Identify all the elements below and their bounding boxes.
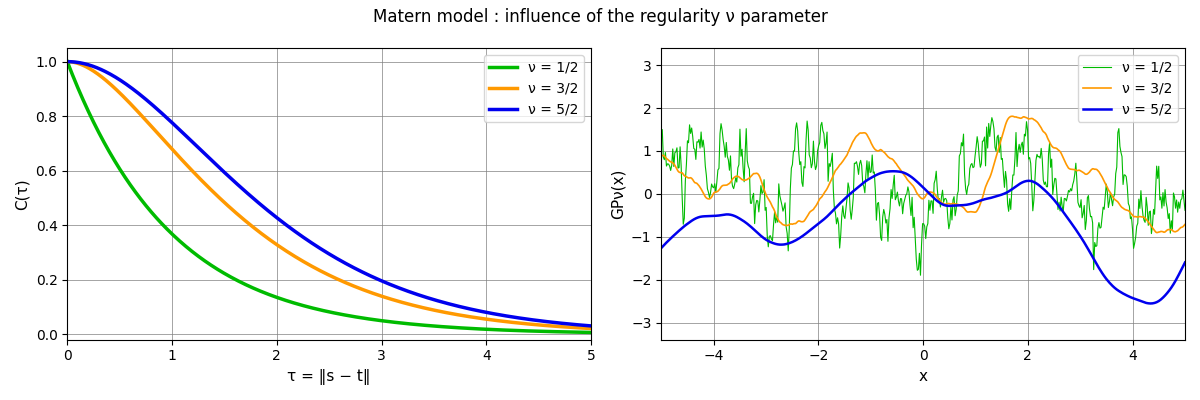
Legend: ν = 1/2, ν = 3/2, ν = 5/2: ν = 1/2, ν = 3/2, ν = 5/2 xyxy=(484,55,584,122)
ν = 1/2 xyxy=(902,202,917,207)
Y-axis label: GPν(x): GPν(x) xyxy=(611,169,625,219)
ν = 5/2 xyxy=(886,169,900,174)
ν = 3/2 xyxy=(584,326,599,331)
ν = 5/2 xyxy=(1085,253,1099,258)
ν = 1/2 xyxy=(372,318,386,323)
ν = 1/2 xyxy=(985,115,1000,120)
ν = 5/2 xyxy=(343,264,358,268)
ν = 1/2 xyxy=(1168,194,1182,199)
ν = 1/2 xyxy=(308,306,323,311)
ν = 1/2 xyxy=(913,273,928,278)
ν = 1/2 xyxy=(938,196,953,201)
Legend: ν = 1/2, ν = 3/2, ν = 5/2: ν = 1/2, ν = 3/2, ν = 5/2 xyxy=(1078,55,1178,122)
ν = 5/2 xyxy=(904,174,918,179)
ν = 3/2 xyxy=(490,318,504,323)
ν = 5/2 xyxy=(60,59,74,64)
X-axis label: τ = ‖s − t‖: τ = ‖s − t‖ xyxy=(288,369,371,385)
ν = 1/2 xyxy=(1086,220,1100,225)
Line: ν = 1/2: ν = 1/2 xyxy=(661,118,1186,275)
ν = 3/2 xyxy=(1168,229,1182,234)
ν = 1/2 xyxy=(584,330,599,335)
ν = 3/2 xyxy=(902,180,917,185)
ν = 1/2 xyxy=(571,330,586,334)
ν = 1/2 xyxy=(312,307,326,312)
ν = 5/2 xyxy=(1178,260,1193,265)
ν = 5/2 xyxy=(654,246,668,250)
X-axis label: x: x xyxy=(919,369,928,384)
ν = 3/2 xyxy=(966,210,980,214)
ν = 3/2 xyxy=(1150,230,1164,235)
ν = 1/2 xyxy=(343,314,358,318)
Line: ν = 5/2: ν = 5/2 xyxy=(67,62,592,326)
Line: ν = 1/2: ν = 1/2 xyxy=(67,62,592,332)
ν = 5/2 xyxy=(938,203,953,208)
ν = 5/2 xyxy=(490,312,504,317)
Line: ν = 5/2: ν = 5/2 xyxy=(661,171,1186,304)
Y-axis label: C(τ): C(τ) xyxy=(16,178,30,210)
ν = 3/2 xyxy=(1178,222,1193,227)
ν = 5/2 xyxy=(1168,280,1182,285)
ν = 5/2 xyxy=(1144,301,1158,306)
ν = 5/2 xyxy=(907,177,922,182)
ν = 3/2 xyxy=(1085,167,1099,172)
ν = 3/2 xyxy=(1006,114,1020,119)
ν = 5/2 xyxy=(584,324,599,328)
ν = 3/2 xyxy=(60,59,74,64)
Line: ν = 3/2: ν = 3/2 xyxy=(661,116,1186,232)
Text: Matern model : influence of the regularity ν parameter: Matern model : influence of the regulari… xyxy=(372,8,828,26)
ν = 3/2 xyxy=(343,282,358,287)
ν = 5/2 xyxy=(967,200,982,205)
ν = 1/2 xyxy=(654,134,668,139)
ν = 5/2 xyxy=(372,277,386,282)
ν = 3/2 xyxy=(312,268,326,272)
ν = 3/2 xyxy=(937,202,952,207)
ν = 5/2 xyxy=(312,246,326,250)
ν = 3/2 xyxy=(571,326,586,330)
ν = 1/2 xyxy=(906,225,920,230)
ν = 1/2 xyxy=(490,327,504,332)
ν = 5/2 xyxy=(571,322,586,327)
ν = 3/2 xyxy=(308,266,323,271)
Line: ν = 3/2: ν = 3/2 xyxy=(67,62,592,328)
ν = 1/2 xyxy=(967,164,982,169)
ν = 5/2 xyxy=(308,243,323,248)
ν = 1/2 xyxy=(60,59,74,64)
ν = 3/2 xyxy=(372,293,386,298)
ν = 1/2 xyxy=(1178,208,1193,213)
ν = 3/2 xyxy=(654,154,668,158)
ν = 3/2 xyxy=(906,184,920,188)
